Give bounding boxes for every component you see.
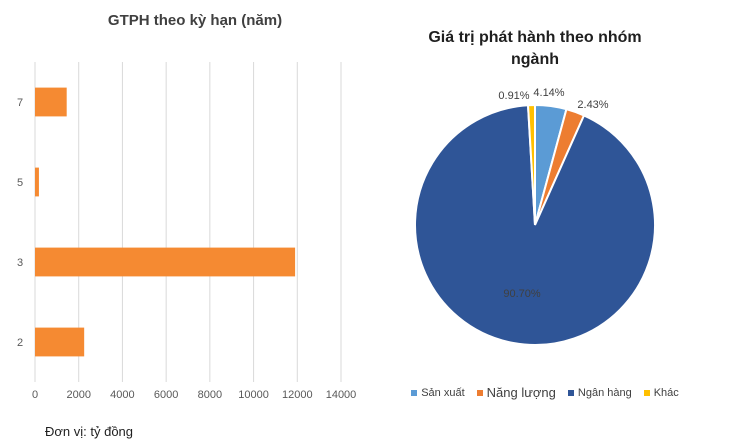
- legend-label: Năng lượng: [486, 385, 556, 400]
- legend-label: Ngân hàng: [577, 386, 632, 399]
- x-tick-label: 0: [32, 389, 38, 401]
- legend-item: Ngân hàng: [567, 385, 632, 400]
- legend-item: Khác: [643, 385, 679, 400]
- legend-swatch: [411, 389, 418, 396]
- y-category-label: 3: [17, 257, 23, 269]
- legend-swatch: [567, 389, 574, 396]
- x-tick-label: 14000: [326, 389, 357, 401]
- bar-3: [35, 247, 296, 277]
- x-tick-label: 2000: [66, 389, 90, 401]
- x-tick-label: 10000: [238, 389, 269, 401]
- x-tick-label: 12000: [282, 389, 313, 401]
- pie-data-label: 0.91%: [498, 90, 529, 102]
- bar-7: [35, 87, 67, 117]
- legend-item: Sản xuất: [411, 385, 465, 400]
- y-category-label: 7: [17, 97, 23, 109]
- legend-item: Năng lượng: [476, 385, 556, 400]
- legend-swatch: [643, 389, 650, 396]
- pie-data-label: 90.70%: [503, 288, 541, 300]
- x-tick-label: 4000: [110, 389, 134, 401]
- unit-note: Đơn vị: tỷ đồng: [45, 424, 134, 439]
- pie-data-label: 4.14%: [533, 87, 564, 99]
- legend-label: Sản xuất: [421, 386, 465, 399]
- bar-2: [35, 327, 85, 357]
- pie-chart-title: Giá trị phát hành theo nhóm ngành: [428, 29, 642, 68]
- x-tick-label: 8000: [198, 389, 222, 401]
- pie-slice-khác: [526, 103, 536, 226]
- y-category-label: 5: [17, 177, 23, 189]
- pie-legend: Sản xuất Năng lượng Ngân hàng Khác: [400, 385, 690, 400]
- x-tick-label: 6000: [154, 389, 178, 401]
- legend-swatch: [476, 389, 483, 396]
- legend-label: Khác: [653, 386, 679, 399]
- pie-data-label: 2.43%: [577, 99, 608, 111]
- y-category-label: 2: [17, 337, 23, 349]
- pie-slice-ngân-hàng: [414, 104, 656, 346]
- bar-5: [35, 167, 39, 197]
- bar-chart-title: GTPH theo kỳ hạn (năm): [107, 12, 283, 29]
